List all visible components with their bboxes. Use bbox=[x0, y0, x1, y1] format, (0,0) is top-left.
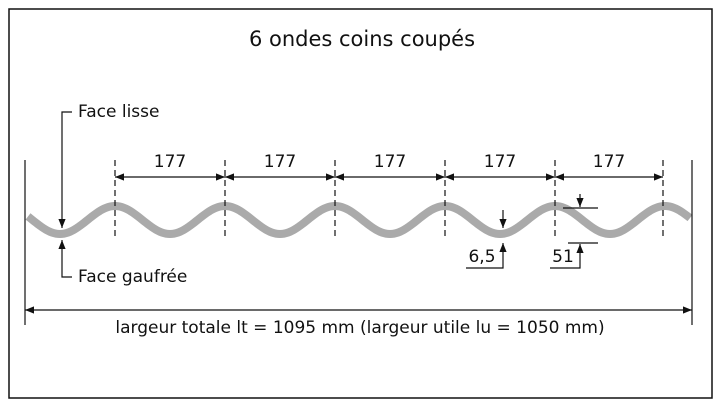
dimension-arrow bbox=[550, 244, 584, 269]
face-top-label: Face lisse bbox=[78, 102, 159, 122]
sheet-profile bbox=[25, 202, 693, 239]
leader bbox=[58, 111, 72, 228]
dimension-arrow bbox=[466, 243, 507, 269]
wave-height-label: 6,5 bbox=[468, 247, 495, 267]
pitch-label: 177 bbox=[264, 152, 296, 172]
title: 6 ondes coins coupés bbox=[249, 27, 475, 51]
thickness-label: 51 bbox=[552, 247, 574, 267]
pitch-label: 177 bbox=[374, 152, 406, 172]
pitch-label: 177 bbox=[593, 152, 625, 172]
frame bbox=[8, 8, 713, 399]
pitch-label: 177 bbox=[484, 152, 516, 172]
total-width-label: largeur totale lt = 1095 mm (largeur uti… bbox=[115, 318, 604, 338]
face-bottom-label: Face gaufrée bbox=[78, 267, 187, 287]
leader bbox=[58, 240, 72, 278]
pitch-label: 177 bbox=[154, 152, 186, 172]
